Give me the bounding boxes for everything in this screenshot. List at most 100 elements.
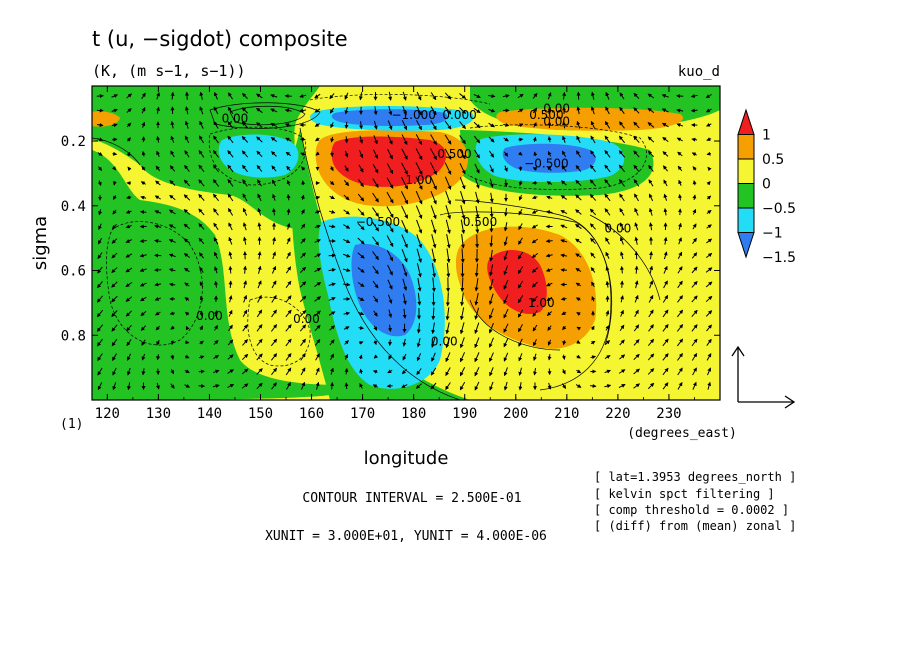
wind-vector [663,236,668,245]
wind-vector [344,107,349,115]
wind-vector [184,297,190,302]
wind-vector [300,152,306,157]
green-region-top-left [92,86,320,229]
wind-vector [445,337,451,349]
wind-vector [299,281,307,288]
wind-vector [112,195,117,201]
wind-vector [503,352,509,362]
wind-vector [344,136,349,144]
wind-vector [213,135,219,144]
wind-vector [141,150,146,157]
wind-vector [416,120,422,131]
wind-vector [301,180,306,186]
wind-vector [532,136,537,142]
wind-vector [417,277,422,292]
wind-vector [285,309,292,318]
wind-vector [198,252,205,259]
wind-vector [560,253,568,258]
wind-vector [97,237,103,245]
wind-vector [488,94,496,98]
wind-vector [634,265,639,274]
wind-vector [270,122,278,128]
wind-vector [328,268,337,272]
wind-vector [634,236,639,245]
wind-vector [257,207,262,216]
wind-vector [431,307,436,321]
wind-vector [126,195,132,200]
x-tick-label: 170 [350,406,375,422]
wind-vector [126,137,131,142]
wind-vector [96,295,104,303]
wind-vector [286,237,291,245]
vector-units-text: XUNIT = 3.000E+01, YUNIT = 4.000E-06 [265,529,547,544]
contour-label: −0.500 [356,215,400,229]
wind-vector [96,309,104,318]
wind-vector [473,121,481,129]
wind-vector [328,282,336,287]
wind-vector [662,338,669,347]
wind-vector [691,137,698,142]
wind-vector [271,165,277,172]
wind-vector [415,134,423,146]
wind-vector [330,381,334,390]
wind-vector [154,224,162,229]
wind-vector [663,207,668,216]
wind-vector [357,252,365,259]
wind-vector [547,136,552,143]
wind-vector [473,93,481,99]
wind-vector [184,369,190,374]
wind-vector [257,179,262,187]
wind-vector [488,150,495,158]
wind-vector [170,369,175,375]
wind-vector [256,164,263,172]
wind-vector [488,122,495,128]
wind-vector [126,151,131,157]
wind-vector [183,179,191,187]
contour-label: 0.500 [529,108,563,122]
wind-vector [97,367,103,376]
wind-vector [256,136,263,143]
wind-vector [445,382,451,391]
wind-vector [619,354,626,360]
wind-vector [314,253,322,258]
wind-vector [314,122,320,127]
wind-vector [619,236,624,245]
wind-vector [532,310,538,317]
x-tick-label: 200 [503,406,528,422]
wind-vector [358,311,365,316]
wind-vector [475,205,480,219]
x-tick-label: 230 [656,406,681,422]
wind-vector [705,310,713,317]
wind-vector [707,381,712,390]
wind-vector [285,367,292,376]
wind-vector [271,265,277,274]
wind-vector [198,150,205,158]
wind-vector [359,121,364,130]
wind-vector [647,122,655,128]
reference-vector [731,345,796,409]
blue-region-upper-right [502,143,596,173]
wind-vector [474,278,479,292]
blue-region-lower [351,243,417,337]
wind-vector [445,292,450,307]
wind-vector [648,179,654,187]
wind-vector [170,383,175,389]
wind-vector [213,150,219,158]
wind-vector [575,164,582,172]
wind-vector [475,191,480,204]
wind-vector [604,150,611,158]
wind-vector [532,122,537,128]
wind-vector [227,193,234,202]
wind-vector [170,120,175,129]
wind-vector [474,352,480,363]
wind-vector [518,353,523,362]
wind-vector [430,162,437,176]
wind-vector [300,266,307,273]
wind-vector [111,324,118,332]
wind-vector [604,164,611,173]
wind-vector [126,339,132,347]
wind-vector [343,209,350,215]
wind-vector [517,309,524,318]
wind-vector [315,381,320,390]
wind-vector [532,167,538,171]
